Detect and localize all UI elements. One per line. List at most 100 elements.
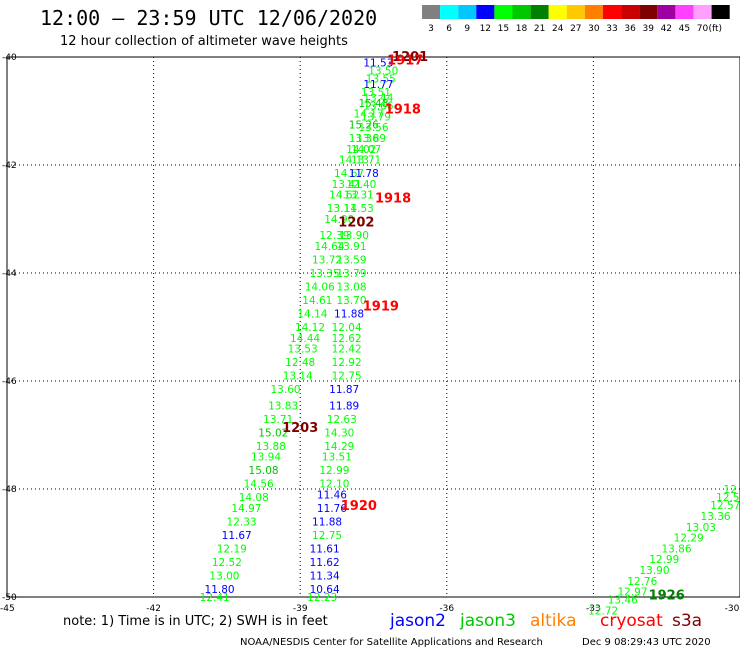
legend-swatch	[711, 5, 730, 19]
legend-swatch	[494, 5, 513, 19]
legend-swatch	[476, 5, 495, 19]
swh-value: 14.64	[314, 241, 344, 253]
swh-value: 12.23	[307, 592, 337, 604]
longitude-tick-label: -30	[725, 604, 740, 614]
swh-value: 12.10	[319, 479, 349, 491]
swh-value: 12.39	[319, 230, 349, 242]
swh-value: 11.88	[312, 516, 342, 528]
swh-value: 13.90	[339, 230, 369, 242]
satellite-legend-cryosat: cryosat	[600, 611, 663, 631]
legend-swatch	[584, 5, 603, 19]
swh-value: 11.76	[317, 503, 347, 515]
latitude-tick-label: -40	[2, 53, 17, 63]
swh-value: 13.50	[368, 66, 398, 78]
swh-value: 15.08	[249, 465, 279, 477]
swh-value: 12.33	[227, 516, 257, 528]
swh-value: 13.35	[310, 268, 340, 280]
longitude-tick-label: -39	[293, 604, 308, 614]
swh-value: 11.46	[317, 489, 347, 501]
swh-value: 13.59	[336, 255, 366, 267]
swh-value: 13.51	[361, 87, 391, 99]
swh-value: 12.04	[332, 322, 362, 334]
swh-value: 11.89	[329, 400, 359, 412]
map-frame	[6, 56, 740, 598]
legend-swatch	[422, 5, 441, 19]
pass-time: 1918	[375, 191, 411, 206]
legend-label: 33	[606, 24, 617, 34]
swh-value: 14.44	[290, 333, 320, 345]
swh-value: 14.56	[244, 479, 274, 491]
legend-label: 12	[480, 24, 491, 34]
legend-swatch	[566, 5, 585, 19]
credit-line: NOAA/NESDIS Center for Satellite Applica…	[240, 637, 543, 648]
pass-time: 1919	[363, 299, 399, 314]
generated-timestamp: Dec 9 08:29:43 UTC 2020	[582, 637, 711, 648]
swh-value: 13.83	[268, 400, 298, 412]
legend-swatch	[603, 5, 622, 19]
swh-value: 12.63	[327, 414, 357, 426]
x-corner-label: -45	[0, 604, 15, 614]
swh-value: 12.29	[674, 533, 704, 545]
legend-swatch	[512, 5, 531, 19]
swh-value: 12.75	[312, 530, 342, 542]
pass-time: 1918	[385, 102, 421, 117]
swh-value: 13.14	[283, 371, 313, 383]
swh-value: 13.94	[251, 452, 281, 464]
swh-value: 14.12	[295, 322, 325, 334]
swh-value: 13.44	[363, 93, 393, 105]
swh-value: 11.78	[349, 168, 379, 180]
swh-value: 11.61	[310, 543, 340, 555]
satellite-legend-jason3: jason3	[459, 611, 516, 631]
swh-value: 13.71	[351, 155, 381, 167]
legend-label: 18	[516, 24, 528, 34]
pass-time: 1917	[387, 54, 423, 69]
legend-label: (ft)	[709, 24, 723, 34]
legend-swatch	[693, 5, 712, 19]
swh-value: 12.42	[332, 344, 362, 356]
swh-value: 14.97	[231, 503, 261, 515]
swh-value: 10.64	[310, 584, 340, 596]
swh-value: 13.41	[332, 179, 362, 191]
longitude-tick-label: -36	[439, 604, 454, 614]
swh-value: 15.02	[258, 427, 288, 439]
legend-swatch	[675, 5, 694, 19]
swh-value: 11.88	[334, 309, 364, 321]
color-legend-labels: 3 6 9 12 15 18 21 24 27 30 33 36 39 42 45 70 (ft)	[428, 24, 722, 34]
legend-swatch	[639, 5, 658, 19]
swh-value: 12.72	[588, 606, 618, 618]
legend-label: 30	[588, 24, 600, 34]
footer-note: note: 1) Time is in UTC; 2) SWH is in fe…	[63, 614, 328, 629]
swh-value: 13.60	[271, 384, 301, 396]
swh-value: 14.90	[324, 214, 354, 226]
swh-value: 13.89	[356, 133, 386, 145]
legend-swatch	[657, 5, 676, 19]
swh-value: 13.72	[312, 255, 342, 267]
longitude-tick-label: -42	[146, 604, 161, 614]
swh-value: 15.48	[358, 98, 388, 110]
swh-value: 13.36	[701, 511, 731, 523]
swh-value: 11.62	[310, 557, 340, 569]
swh-value: 13.00	[209, 570, 239, 582]
legend-label: 42	[661, 24, 672, 34]
legend-label: 39	[642, 24, 654, 34]
swh-value: 11.67	[222, 530, 252, 542]
satellite-legend: jason2 jason3 altika cryosat s3a	[389, 611, 702, 631]
swh-observations: 11.5313.5013.5511.7713.5113.4415.4813.66…	[200, 57, 740, 617]
swh-value: 12.76	[627, 576, 657, 588]
swh-value: 12.99	[319, 465, 349, 477]
swh-value: 12.92	[332, 357, 362, 369]
satellite-legend-s3a: s3a	[672, 611, 702, 631]
pass-time: 1202	[338, 216, 374, 231]
swh-value: 11.80	[205, 584, 235, 596]
latitude-tick-label: -48	[2, 485, 17, 495]
swh-value: 11.87	[329, 384, 359, 396]
satellite-legend-jason2: jason2	[389, 611, 446, 631]
legend-label: 70	[697, 24, 709, 34]
swh-value: 11.34	[310, 570, 340, 582]
swh-value: 13.91	[336, 241, 366, 253]
swh-value: 13.90	[639, 565, 669, 577]
swh-value: 12.75	[332, 371, 362, 383]
legend-label: 15	[498, 24, 509, 34]
latitude-tick-labels: -40 -42 -44 -46 -48 -50	[2, 53, 17, 603]
legend-label: 27	[570, 24, 581, 34]
